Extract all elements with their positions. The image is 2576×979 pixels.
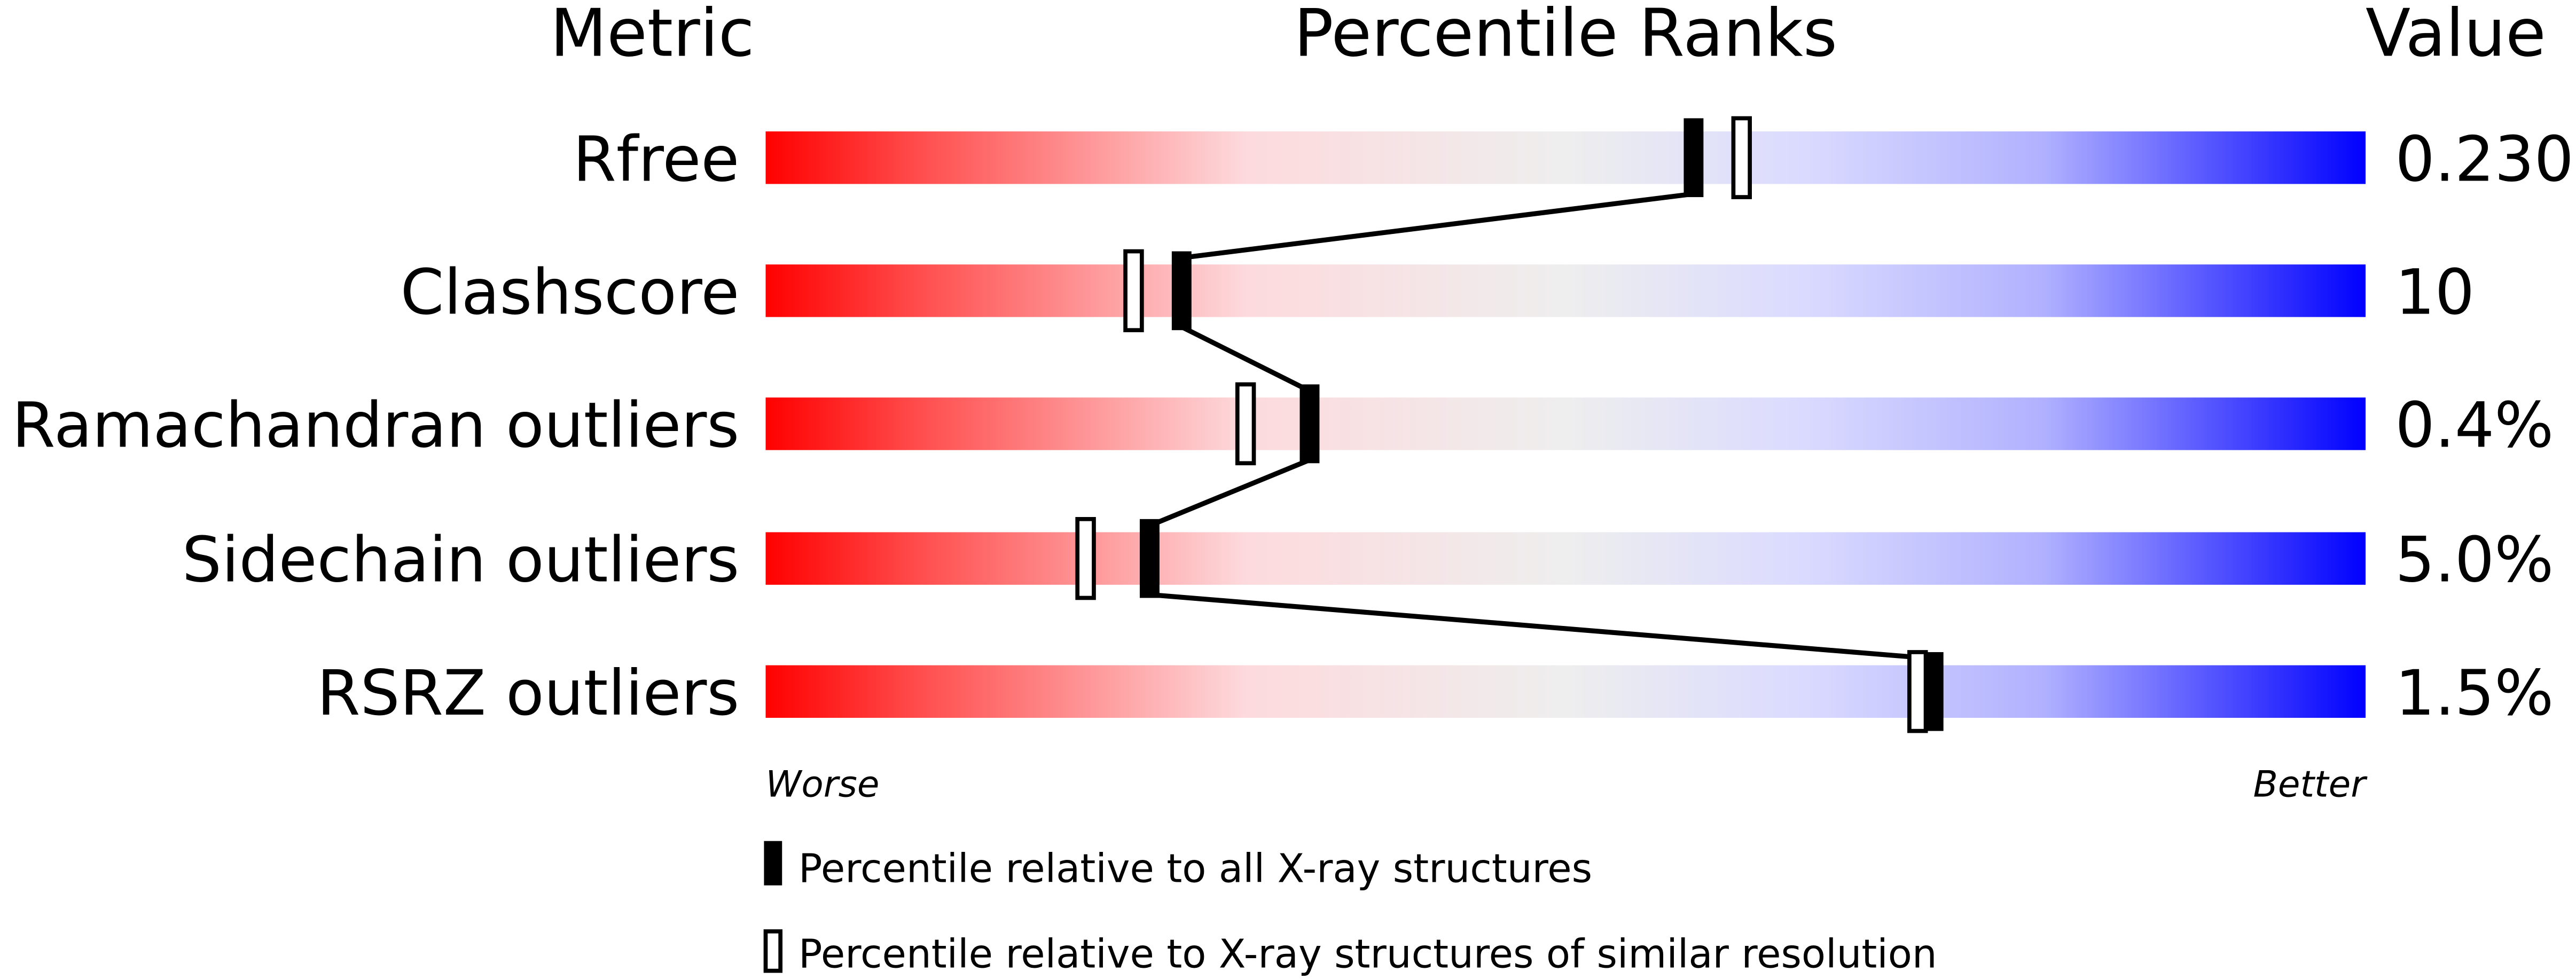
all-structures-marker	[1923, 652, 1944, 731]
percentile-header: Percentile Ranks	[1294, 0, 1837, 72]
metric-value: 10	[2395, 256, 2475, 328]
similar-resolution-marker	[1731, 116, 1752, 199]
all-structures-marker	[1139, 519, 1160, 598]
percentile-bar	[765, 397, 2366, 450]
similar-resolution-marker	[1907, 650, 1928, 733]
all-structures-marker	[1171, 251, 1192, 331]
percentile-bar	[765, 532, 2366, 585]
legend-filled-label: Percentile relative to all X-ray structu…	[798, 846, 1592, 892]
all-structures-marker	[1299, 384, 1320, 464]
metric-header: Metric	[550, 0, 754, 72]
metric-value: 0.4%	[2395, 389, 2554, 462]
metric-label: Ramachandran outliers	[12, 389, 739, 462]
metric-label: Sidechain outliers	[182, 524, 739, 597]
similar-resolution-marker	[1235, 382, 1256, 466]
similar-resolution-marker	[1123, 249, 1144, 333]
value-header: Value	[2366, 0, 2546, 72]
metric-label: Clashscore	[401, 256, 740, 328]
all-structures-marker	[1684, 118, 1704, 198]
legend-open-label: Percentile relative to X-ray structures …	[798, 931, 1937, 977]
worse-label: Worse	[765, 763, 879, 805]
legend-filled-marker	[764, 841, 782, 886]
metric-value: 1.5%	[2395, 657, 2554, 730]
percentile-bar	[765, 665, 2366, 718]
metric-value: 5.0%	[2395, 524, 2554, 597]
legend-open-marker	[763, 929, 783, 973]
metric-value: 0.230	[2395, 123, 2574, 195]
connector-line	[1148, 191, 1934, 661]
metric-label: Rfree	[573, 123, 740, 195]
better-label: Better	[2253, 763, 2368, 805]
percentile-bar	[765, 131, 2366, 184]
percentile-bar	[765, 264, 2366, 317]
similar-resolution-marker	[1075, 517, 1096, 600]
metric-label: RSRZ outliers	[317, 657, 739, 730]
